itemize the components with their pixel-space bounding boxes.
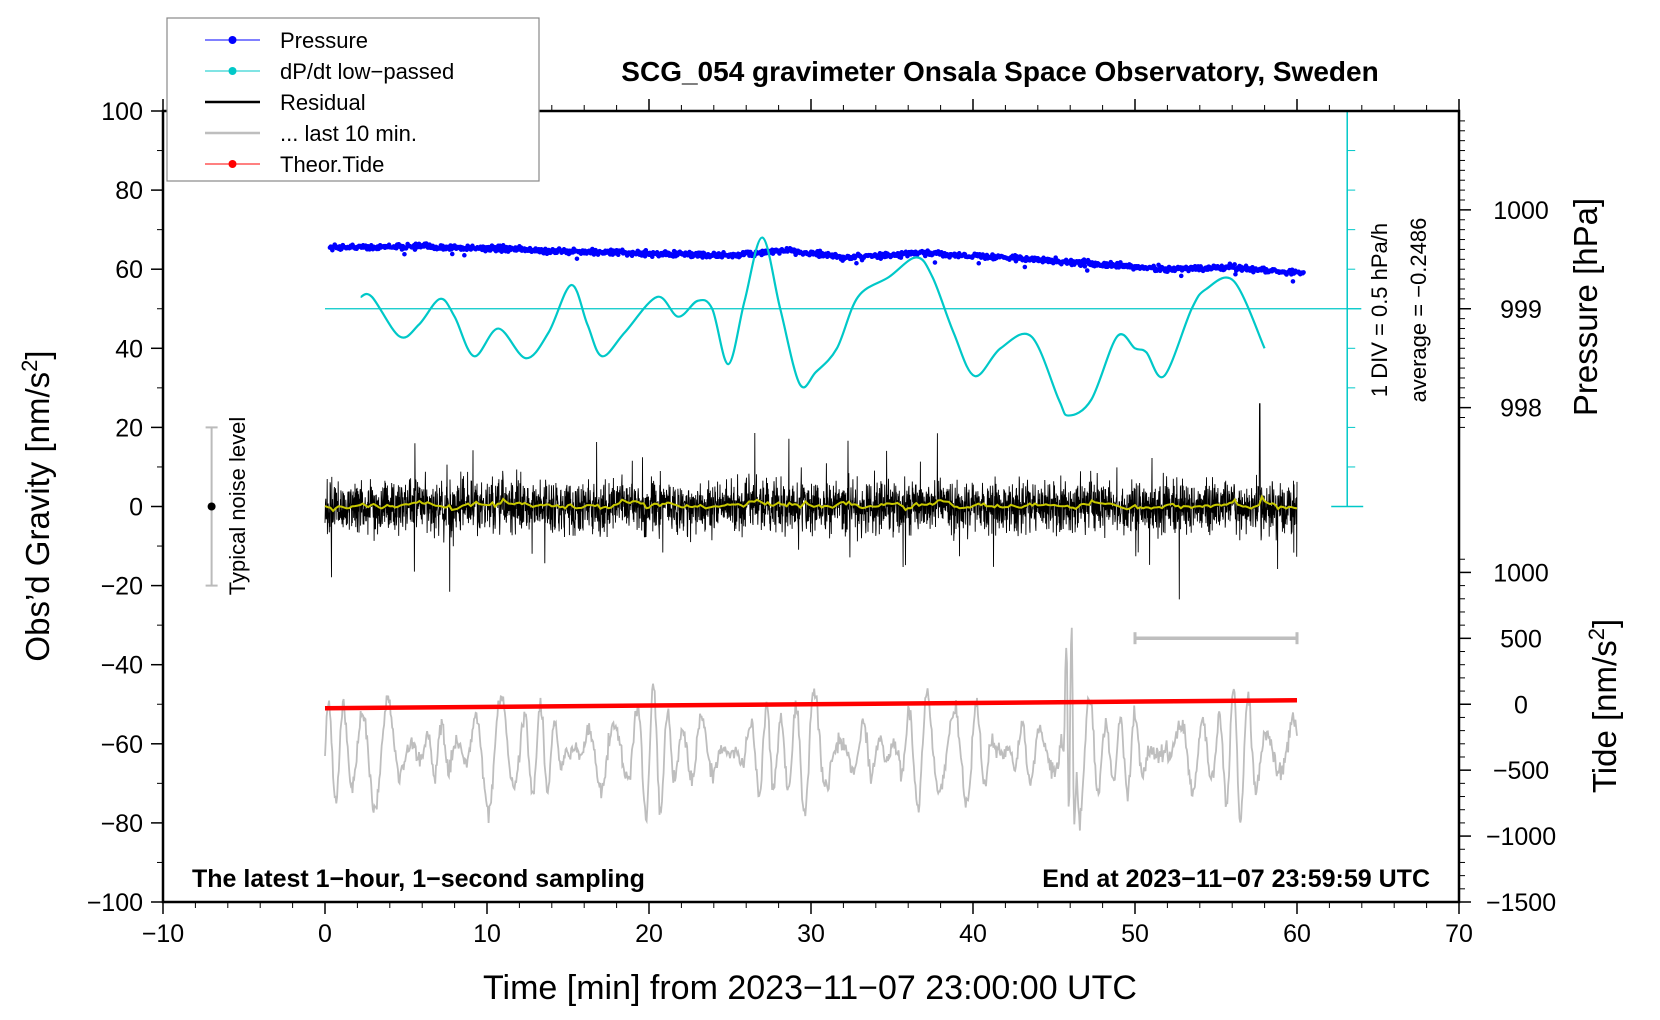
dpdt-series xyxy=(360,236,1266,417)
legend-label: Theor.Tide xyxy=(280,152,384,177)
tide-series xyxy=(324,698,1298,711)
residual-series xyxy=(324,403,1298,600)
tide-tick-label: −1500 xyxy=(1486,889,1556,917)
y-tick-label: −20 xyxy=(101,573,143,601)
x-tick-label: 50 xyxy=(1121,920,1149,948)
plot-marks xyxy=(205,110,1364,831)
tide-tick-label: 0 xyxy=(1514,691,1528,719)
y-tick-label: −60 xyxy=(101,731,143,759)
legend-label: Residual xyxy=(280,90,366,115)
pressure-tick-label: 998 xyxy=(1500,395,1542,423)
y-tick-label: 80 xyxy=(115,177,143,205)
legend-swatch-dot xyxy=(228,160,237,168)
x-tick-label: −10 xyxy=(142,920,184,948)
x-tick-label: 10 xyxy=(473,920,501,948)
legend-label: dP/dt low−passed xyxy=(280,59,454,84)
tide-tick-label: −500 xyxy=(1493,757,1549,785)
noise-level-label: Typical noise level xyxy=(225,417,250,596)
x-tick-label: 30 xyxy=(797,920,825,948)
noise-level-dot xyxy=(207,502,216,511)
last-10-min-series xyxy=(324,627,1298,831)
legend: Pressure dP/dt low−passed Residual ... last… xyxy=(166,17,540,182)
chart-title: SCG_054 gravimeter Onsala Space Observat… xyxy=(621,56,1378,87)
x-tick-label: 20 xyxy=(635,920,663,948)
dpdt-average-label: average = −0.2486 xyxy=(1406,218,1431,403)
legend-box xyxy=(166,17,540,182)
tide-tick-label: −1000 xyxy=(1486,823,1556,851)
legend-label: Pressure xyxy=(280,28,368,53)
pressure-series xyxy=(327,241,1306,284)
pressure-tick-label: 1000 xyxy=(1493,197,1549,225)
y-tick-label: −40 xyxy=(101,652,143,680)
dpdt-div-label: 1 DIV = 0.5 hPa/h xyxy=(1367,223,1392,397)
pressure-axis-label: Pressure [hPa] xyxy=(1567,198,1604,416)
y-tick-label: −100 xyxy=(87,889,143,917)
y-axis-label: Obs’d Gravity [nm/s2] xyxy=(17,350,56,661)
tide-tick-label: 1000 xyxy=(1493,559,1549,587)
x-tick-label: 0 xyxy=(318,920,332,948)
y-tick-label: 0 xyxy=(129,494,143,522)
annotation-left: The latest 1−hour, 1−second sampling xyxy=(192,865,645,893)
legend-swatch-dot xyxy=(228,67,237,75)
axes: −10 0 10 20 30 40 50 60 70−100−80−60−40−20020406… xyxy=(87,98,1556,948)
x-tick-label: 60 xyxy=(1283,920,1311,948)
legend-swatch-dot xyxy=(228,36,237,44)
x-tick-label: 70 xyxy=(1445,920,1473,948)
y-tick-label: 40 xyxy=(115,335,143,363)
annotation-right: End at 2023−11−07 23:59:59 UTC xyxy=(1042,865,1430,893)
x-axis-label: Time [min] from 2023−11−07 23:00:00 UTC xyxy=(483,969,1137,1007)
y-tick-label: 20 xyxy=(115,414,143,442)
y-tick-label: 60 xyxy=(115,256,143,284)
tide-tick-label: 500 xyxy=(1500,625,1542,653)
y-tick-label: 100 xyxy=(101,98,143,126)
tide-axis-label: Tide [nm/s2] xyxy=(1584,619,1623,793)
y-tick-label: −80 xyxy=(101,810,143,838)
pressure-tick-label: 999 xyxy=(1500,296,1542,324)
x-tick-label: 40 xyxy=(959,920,987,948)
legend-label: ... last 10 min. xyxy=(280,121,417,146)
residual-smoothed-series xyxy=(324,494,1298,513)
